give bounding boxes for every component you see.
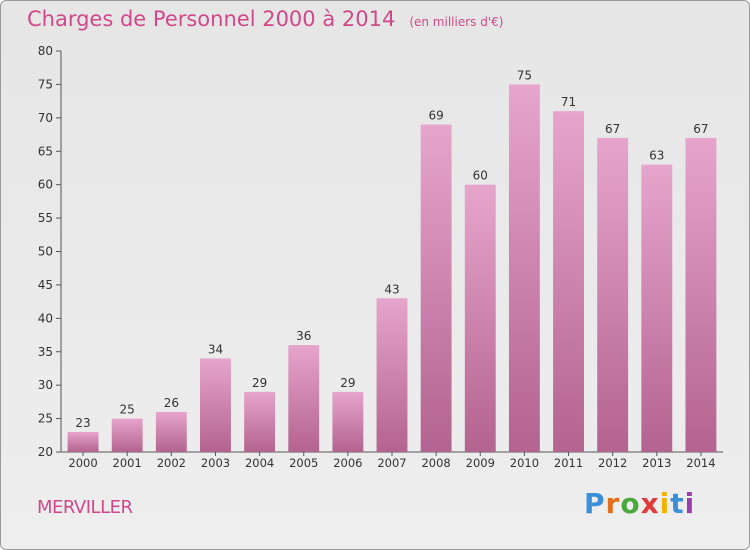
bar bbox=[464, 184, 496, 452]
x-tick-label: 2013 bbox=[642, 456, 671, 470]
commune-name: MERVILLER bbox=[37, 497, 133, 518]
brand-letter: P bbox=[584, 487, 606, 520]
data-label: 36 bbox=[296, 329, 311, 343]
x-tick-label: 2009 bbox=[466, 456, 495, 470]
x-tick-label: 2006 bbox=[333, 456, 362, 470]
brand-letter: o bbox=[620, 487, 641, 520]
data-label: 60 bbox=[473, 169, 488, 183]
x-tick-label: 2005 bbox=[289, 456, 318, 470]
y-tick-label: 60 bbox=[38, 178, 53, 192]
bar bbox=[111, 418, 143, 452]
data-label: 23 bbox=[75, 416, 90, 430]
data-label: 26 bbox=[164, 396, 179, 410]
bar bbox=[332, 391, 364, 452]
x-tick-label: 2000 bbox=[68, 456, 97, 470]
data-label: 34 bbox=[208, 342, 223, 356]
x-tick-label: 2010 bbox=[510, 456, 539, 470]
proxiti-logo: Proxiti bbox=[584, 487, 695, 520]
brand-letter: i bbox=[684, 487, 696, 520]
bar bbox=[155, 411, 187, 452]
data-label: 29 bbox=[252, 376, 267, 390]
bar bbox=[376, 298, 408, 452]
x-tick-label: 2008 bbox=[421, 456, 450, 470]
y-tick-label: 65 bbox=[38, 144, 53, 158]
x-tick-label: 2012 bbox=[598, 456, 627, 470]
bar bbox=[67, 431, 99, 452]
bar bbox=[597, 137, 629, 452]
bar bbox=[508, 84, 540, 453]
data-label: 71 bbox=[561, 95, 576, 109]
y-tick-label: 75 bbox=[38, 77, 53, 91]
y-tick-label: 50 bbox=[38, 245, 53, 259]
bar bbox=[420, 124, 452, 453]
chart-title-text: Charges de Personnel 2000 à 2014 bbox=[27, 7, 396, 31]
x-tick-label: 2007 bbox=[377, 456, 406, 470]
y-tick-label: 30 bbox=[38, 378, 53, 392]
chart-subtitle: (en milliers d'€) bbox=[409, 15, 504, 29]
y-tick-label: 80 bbox=[38, 44, 53, 58]
data-label: 29 bbox=[340, 376, 355, 390]
data-label: 25 bbox=[120, 403, 135, 417]
brand-letter: t bbox=[670, 487, 685, 520]
x-tick-label: 2001 bbox=[113, 456, 142, 470]
bar bbox=[244, 391, 276, 452]
x-tick-label: 2014 bbox=[686, 456, 715, 470]
brand-letter: x bbox=[640, 487, 660, 520]
bar bbox=[200, 358, 231, 452]
data-label: 43 bbox=[384, 282, 399, 296]
y-tick-label: 70 bbox=[38, 111, 53, 125]
y-tick-label: 20 bbox=[38, 445, 53, 459]
data-label: 69 bbox=[428, 109, 443, 123]
x-tick-label: 2004 bbox=[245, 456, 274, 470]
x-tick-label: 2003 bbox=[201, 456, 230, 470]
x-tick-label: 2011 bbox=[554, 456, 583, 470]
brand-letter: i bbox=[659, 487, 671, 520]
data-label: 67 bbox=[605, 122, 620, 136]
data-label: 75 bbox=[517, 68, 532, 82]
y-tick-label: 35 bbox=[38, 345, 53, 359]
y-tick-label: 25 bbox=[38, 412, 53, 426]
bar bbox=[685, 137, 717, 452]
bar bbox=[553, 111, 584, 453]
y-tick-label: 45 bbox=[38, 278, 53, 292]
bar bbox=[288, 345, 320, 452]
y-tick-label: 40 bbox=[38, 311, 53, 325]
y-tick-label: 55 bbox=[38, 211, 53, 225]
chart-title: Charges de Personnel 2000 à 2014 (en mill… bbox=[27, 7, 503, 31]
x-tick-label: 2002 bbox=[157, 456, 186, 470]
data-label: 67 bbox=[693, 122, 708, 136]
brand-letter: r bbox=[605, 487, 621, 520]
data-label: 63 bbox=[649, 149, 664, 163]
bar bbox=[641, 164, 673, 452]
